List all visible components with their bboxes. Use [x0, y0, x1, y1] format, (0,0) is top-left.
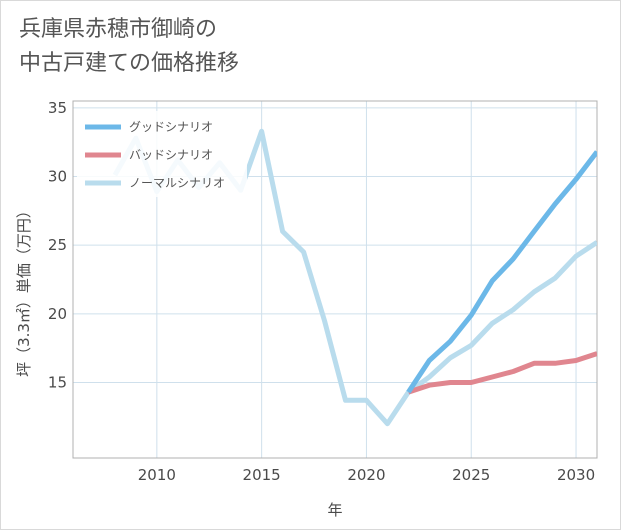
y-tick-label-15: 15 — [48, 373, 67, 391]
chart-title-line1: 兵庫県赤穂市御崎の — [19, 17, 218, 42]
chart-title-line2: 中古戸建ての価格推移 — [19, 51, 240, 76]
x-tick-label-2015: 2015 — [243, 466, 281, 484]
x-tick-label-2030: 2030 — [557, 466, 595, 484]
x-tick-label-2010: 2010 — [138, 466, 176, 484]
chart-title: 兵庫県赤穂市御崎の 中古戸建ての価格推移 — [19, 13, 239, 81]
plot-area-border — [72, 100, 598, 459]
x-axis-ticks: 2010 2015 2020 2025 2030 — [138, 466, 595, 484]
legend-label-1: バッドシナリオ — [129, 148, 213, 162]
y-tick-label-35: 35 — [48, 99, 67, 117]
legend-label-0: グッドシナリオ — [129, 120, 213, 134]
y-tick-label-20: 20 — [48, 305, 67, 323]
x-tick-label-2025: 2025 — [452, 466, 490, 484]
series-line-1 — [407, 351, 597, 395]
y-axis-label: 坪（3.3㎡）単価（万円） — [15, 203, 33, 377]
y-axis-ticks: 15 20 25 30 35 — [48, 99, 67, 392]
x-axis-label: 年 — [327, 501, 342, 519]
x-tick-label-2020: 2020 — [347, 466, 385, 484]
series-line-0 — [406, 150, 597, 394]
y-tick-label-30: 30 — [48, 168, 67, 186]
legend-label-2: ノーマルシナリオ — [129, 176, 225, 190]
y-tick-label-25: 25 — [48, 236, 67, 254]
